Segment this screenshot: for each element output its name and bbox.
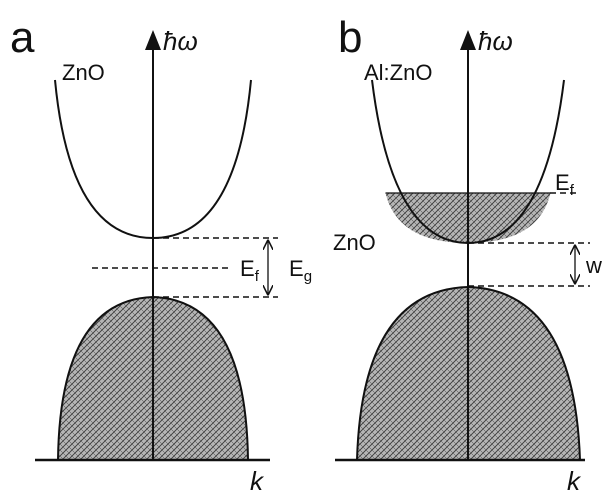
panel-a-k-axis-label: k: [250, 466, 265, 496]
panel-a-letter: a: [10, 13, 35, 62]
panel-a-material-label: ZnO: [62, 60, 105, 85]
panel-b-reference-material-label: ZnO: [333, 230, 376, 255]
panel-b-energy-axis-label: ħω: [478, 26, 513, 56]
panel-b: b ħω k Al:ZnO ZnO Ef w: [333, 13, 602, 496]
panel-b-k-axis-label: k: [567, 466, 582, 496]
panel-a-gap-label: Eg: [289, 256, 312, 285]
panel-a: a ħω k ZnO Ef Eg: [10, 13, 312, 496]
panel-a-energy-axis-label: ħω: [163, 26, 198, 56]
panel-b-letter: b: [338, 13, 362, 62]
panel-a-fermi-label: Ef: [240, 256, 260, 285]
panel-b-doped-material-label: Al:ZnO: [364, 60, 432, 85]
panel-b-shift-label: w: [585, 253, 602, 278]
panel-b-fermi-label: Ef: [555, 170, 575, 199]
